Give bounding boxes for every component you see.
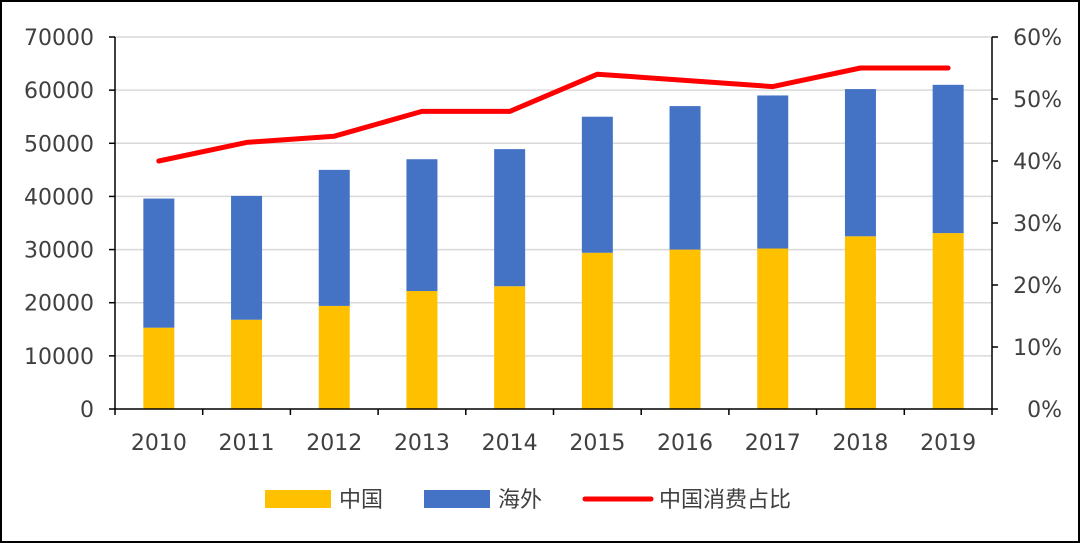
x-tick-label: 2013 [394, 431, 450, 456]
legend-item-overseas: 海外 [424, 488, 542, 513]
y-right-tick-label: 40% [1013, 150, 1062, 175]
legend-label: 海外 [498, 488, 542, 513]
y-left-tick-label: 10000 [24, 345, 94, 370]
y-right-tick-label: 60% [1013, 26, 1062, 51]
bar-china [143, 327, 175, 409]
bar-overseas [581, 116, 613, 253]
bar-china [318, 305, 350, 409]
bar-overseas [757, 95, 789, 249]
bars [143, 84, 964, 409]
line-china-share [156, 65, 951, 164]
x-tick-label: 2012 [306, 431, 362, 456]
x-tick-label: 2017 [745, 431, 801, 456]
x-tick-label: 2019 [920, 431, 976, 456]
x-tick-label: 2015 [569, 431, 625, 456]
bar-china [932, 233, 964, 409]
y-left-tick-label: 60000 [24, 79, 94, 104]
y-left-tick-label: 70000 [24, 26, 94, 51]
bar-overseas [844, 89, 876, 237]
y-left-tick-label: 30000 [24, 239, 94, 264]
x-tick-label: 2010 [131, 431, 187, 456]
legend-swatch [265, 490, 331, 508]
bar-china [581, 252, 613, 409]
bar-overseas [669, 106, 701, 250]
x-tick-label: 2016 [657, 431, 713, 456]
y-right-tick-label: 10% [1013, 336, 1062, 361]
bar-china [494, 286, 526, 409]
bar-china [231, 319, 263, 409]
bar-china [757, 248, 789, 409]
bar-overseas [494, 149, 526, 287]
bar-china [844, 236, 876, 409]
y-right-tick-label: 50% [1013, 88, 1062, 113]
legend-label: 中国 [339, 488, 383, 513]
legend-item-china-share: 中国消费占比 [582, 488, 791, 513]
bar-overseas [932, 84, 964, 234]
y-right-tick-label: 0% [1027, 398, 1062, 423]
y-right-tick-label: 30% [1013, 212, 1062, 237]
y-left-tick-label: 40000 [24, 185, 94, 210]
y-left-tick-label: 20000 [24, 292, 94, 317]
tick-labels: 0 10000 20000 30000 40000 50000 60000 70000 0% 10… [24, 26, 1062, 456]
axes [109, 36, 998, 415]
x-tick-label: 2011 [219, 431, 275, 456]
legend: 中国 海外 中国消费占比 [265, 488, 791, 513]
bar-overseas [143, 198, 175, 328]
legend-label: 中国消费占比 [659, 488, 791, 513]
bar-china [669, 249, 701, 409]
bar-overseas [318, 169, 350, 306]
bar-china [406, 291, 438, 409]
y-left-tick-label: 0 [80, 398, 94, 423]
legend-item-china: 中国 [265, 488, 383, 513]
y-left-tick-label: 50000 [24, 132, 94, 157]
x-tick-label: 2018 [832, 431, 888, 456]
legend-swatch [424, 490, 490, 508]
x-tick-label: 2014 [482, 431, 538, 456]
share-line [156, 65, 951, 164]
bar-overseas [406, 159, 438, 292]
y-right-tick-label: 20% [1013, 274, 1062, 299]
bar-overseas [231, 195, 263, 320]
